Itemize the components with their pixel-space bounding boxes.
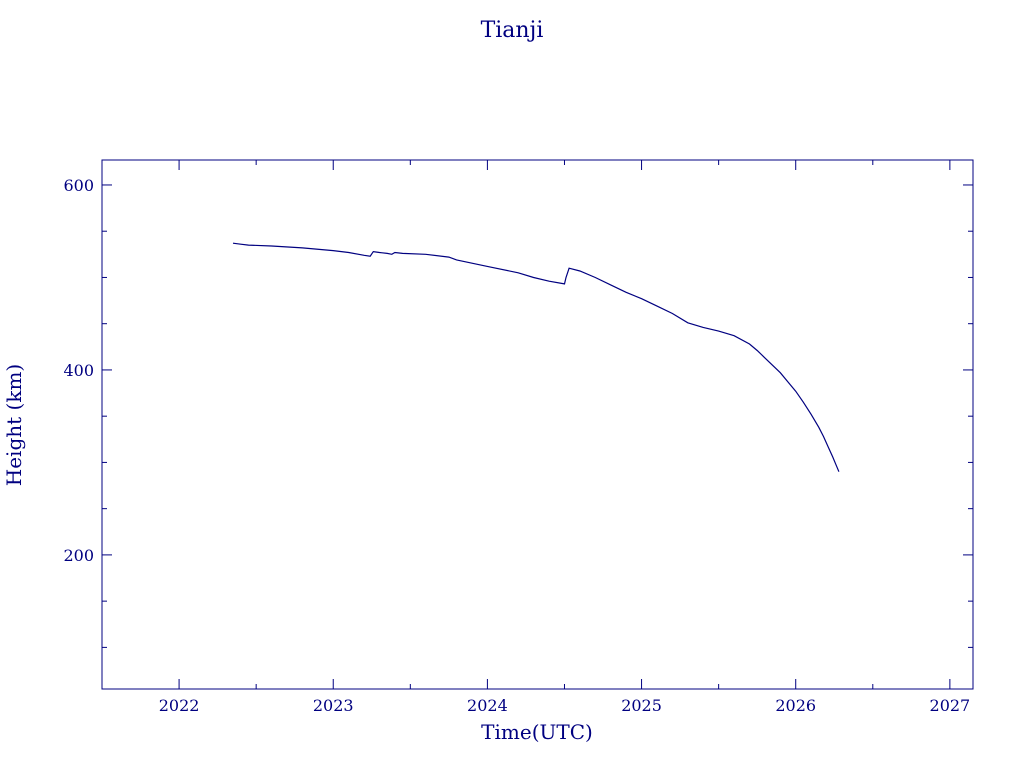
x-tick-label: 2026 [775, 696, 816, 715]
y-tick-label: 400 [63, 361, 94, 380]
x-tick-label: 2024 [467, 696, 508, 715]
plot-frame [101, 159, 974, 690]
chart-title: Tianji [481, 18, 544, 43]
axis-ticks [101, 160, 973, 689]
y-tick-label: 200 [63, 546, 94, 565]
y-axis-label: Height (km) [2, 364, 26, 486]
x-tick-label: 2022 [159, 696, 200, 715]
x-tick-label: 2023 [313, 696, 354, 715]
y-tick-label: 600 [63, 176, 94, 195]
x-axis-label: Time(UTC) [481, 720, 593, 744]
x-tick-label: 2025 [621, 696, 662, 715]
axis-tick-labels: 2022 2023 2024 2025 2026 2027 200 400 600 [63, 176, 970, 715]
series-line [232, 242, 840, 472]
x-tick-label: 2027 [930, 696, 971, 715]
